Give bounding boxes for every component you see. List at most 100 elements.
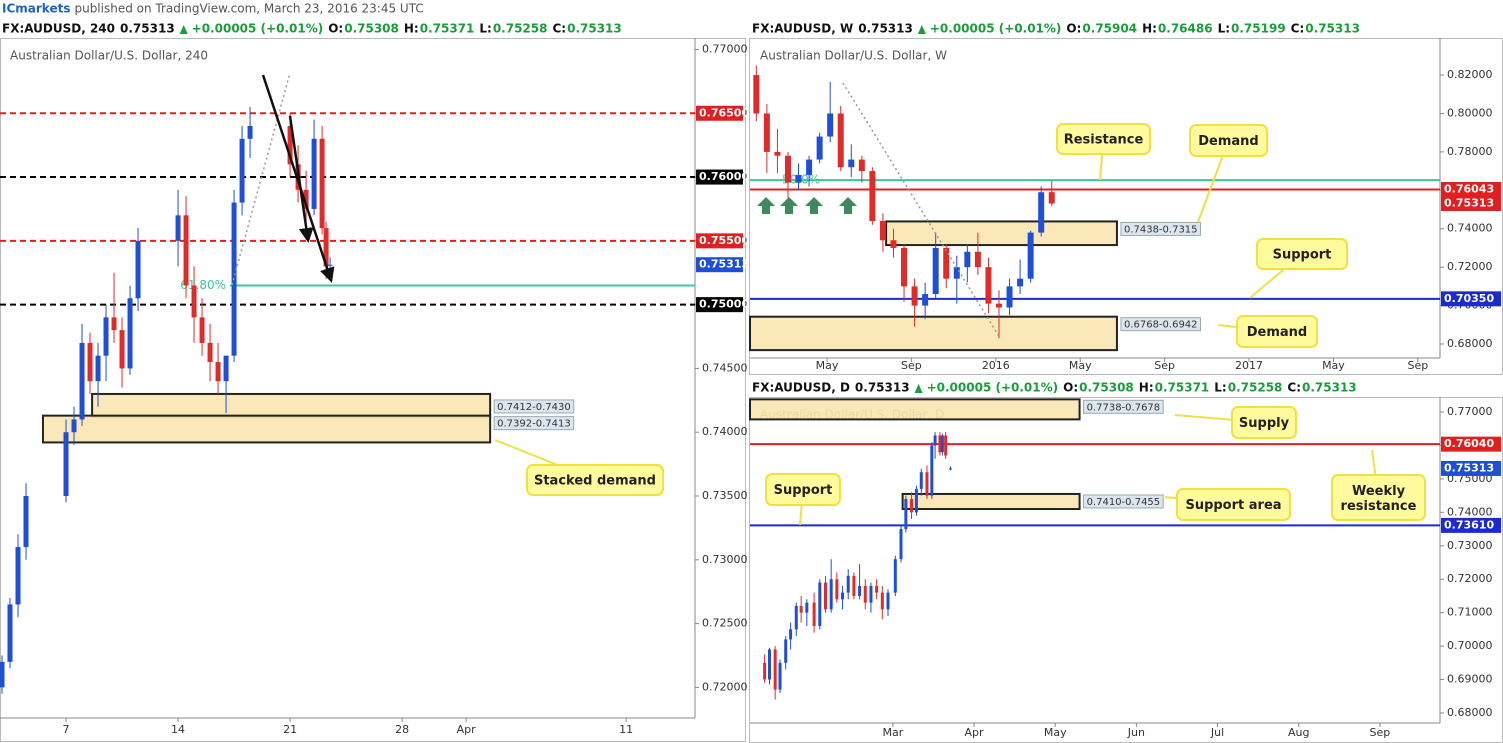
level-tag-label: 0.76000: [699, 170, 749, 183]
candle-body: [111, 317, 117, 331]
zone-label: 0.7410-0.7455: [1087, 497, 1161, 508]
candle-body: [1048, 192, 1055, 204]
level-tag-label: 0.73610: [1444, 518, 1494, 531]
candle-body: [827, 113, 834, 137]
candle-body: [806, 159, 813, 175]
legend-symbol: FX:AUDUSD, W: [752, 22, 853, 36]
level-tag: [696, 169, 743, 185]
level-tag-label: 0.76040: [1444, 437, 1494, 450]
callout-text: Resistance: [1064, 133, 1144, 148]
candle-body: [837, 113, 844, 168]
up-arrow-icon: [780, 197, 798, 214]
zone-label-bg: [493, 416, 575, 431]
level-tag: [1441, 436, 1501, 452]
legend-up-icon: [914, 384, 923, 393]
callout-box: [1331, 474, 1426, 521]
legend-key: O:: [1063, 381, 1078, 395]
candle-body: [910, 498, 914, 513]
candle-body: [1006, 286, 1013, 308]
legend-key: O:: [328, 22, 343, 36]
candle-body: [23, 496, 29, 548]
legend-key: H:: [1142, 22, 1157, 36]
zone: [41, 414, 492, 444]
candle-body: [863, 585, 867, 603]
candle-body: [127, 298, 133, 369]
candle-body: [858, 159, 865, 172]
x-tick-label: Mar: [882, 726, 903, 739]
candle-body: [71, 419, 77, 433]
x-tick-label: May: [1322, 359, 1345, 372]
candle-body: [841, 592, 845, 600]
callout-text: Stacked demand: [534, 474, 656, 489]
candle-body: [933, 435, 937, 446]
legend-key: O:: [1066, 22, 1081, 36]
candle-body: [207, 342, 213, 363]
legend-key: L:: [479, 22, 491, 36]
legend-key: L:: [1218, 22, 1230, 36]
zone: [749, 315, 1118, 352]
legend-up-icon: [917, 25, 926, 34]
legend-last: 0.75313: [858, 22, 913, 36]
y-tick-label: 0.72000: [1447, 260, 1493, 273]
legend-value: 0.75258: [1228, 381, 1283, 395]
candle-body: [899, 529, 903, 560]
level-tag-label: 0.75500: [699, 234, 749, 247]
candle-body: [763, 662, 767, 680]
candle-body: [930, 445, 934, 496]
arrow: [288, 115, 314, 243]
candle-body: [1017, 278, 1024, 287]
candle-body: [914, 488, 918, 513]
legend-value: 0.75904: [1082, 22, 1137, 36]
candle-body: [63, 432, 69, 497]
legend-value: 0.75199: [1231, 22, 1286, 36]
legend-change: +0.00005 (+0.01%): [930, 22, 1062, 36]
candle-body: [795, 174, 802, 183]
legend-key: H:: [1139, 381, 1154, 395]
candle-body: [829, 579, 833, 610]
zone-label-bg: [1083, 399, 1164, 414]
y-tick-label: 0.74500: [702, 361, 748, 374]
x-tick-label: May: [816, 359, 839, 372]
candle-body: [327, 264, 333, 266]
candle-body: [919, 472, 923, 489]
candle-body: [953, 267, 960, 279]
candle-body: [858, 585, 862, 596]
level-tag: [696, 297, 743, 313]
zone-label-bg: [493, 399, 575, 414]
candle-body: [848, 159, 855, 168]
candle-body: [886, 592, 890, 610]
legend-last: 0.75313: [120, 22, 175, 36]
candle-body: [0, 661, 5, 688]
legend-key: C:: [552, 22, 566, 36]
candle-body: [95, 355, 101, 382]
legend-symbol: FX:AUDUSD, 240: [2, 22, 115, 36]
candle-body: [103, 317, 109, 356]
level-tag: [1441, 291, 1501, 307]
candle-body: [943, 247, 950, 279]
legend-value: 0.75313: [567, 22, 622, 36]
callout-text: Support: [1273, 248, 1332, 263]
y-tick-label: 0.72500: [702, 617, 748, 630]
candle-body: [940, 435, 944, 453]
legend-value: 0.75313: [1305, 22, 1360, 36]
y-tick-label: 0.80000: [1447, 106, 1493, 119]
panel-title: Australian Dollar/U.S. Dollar, W: [760, 49, 947, 63]
candle-body: [191, 285, 197, 318]
x-tick-label: 7: [63, 723, 70, 736]
candle-body: [812, 602, 816, 627]
legend-value: 0.75371: [1155, 381, 1210, 395]
candle-body: [901, 247, 908, 287]
level-tag: [1441, 517, 1501, 533]
level-tag: [1441, 460, 1501, 476]
zone-label-bg: [1120, 221, 1202, 236]
author-link[interactable]: ICmarkets: [2, 2, 70, 16]
x-tick-label: Apr: [965, 726, 985, 739]
level-tag-label: 0.76043: [1444, 182, 1494, 195]
candle-body: [944, 435, 948, 456]
panel-title: Australian Dollar/U.S. Dollar, 240: [10, 49, 208, 63]
y-tick-label: 0.77000: [702, 42, 748, 55]
candle-body: [985, 267, 992, 304]
candle-body: [974, 251, 981, 268]
chart-panel: FX:AUDUSD, D 0.75313 +0.00005 (+0.01%) O: 0.…: [749, 381, 1501, 739]
